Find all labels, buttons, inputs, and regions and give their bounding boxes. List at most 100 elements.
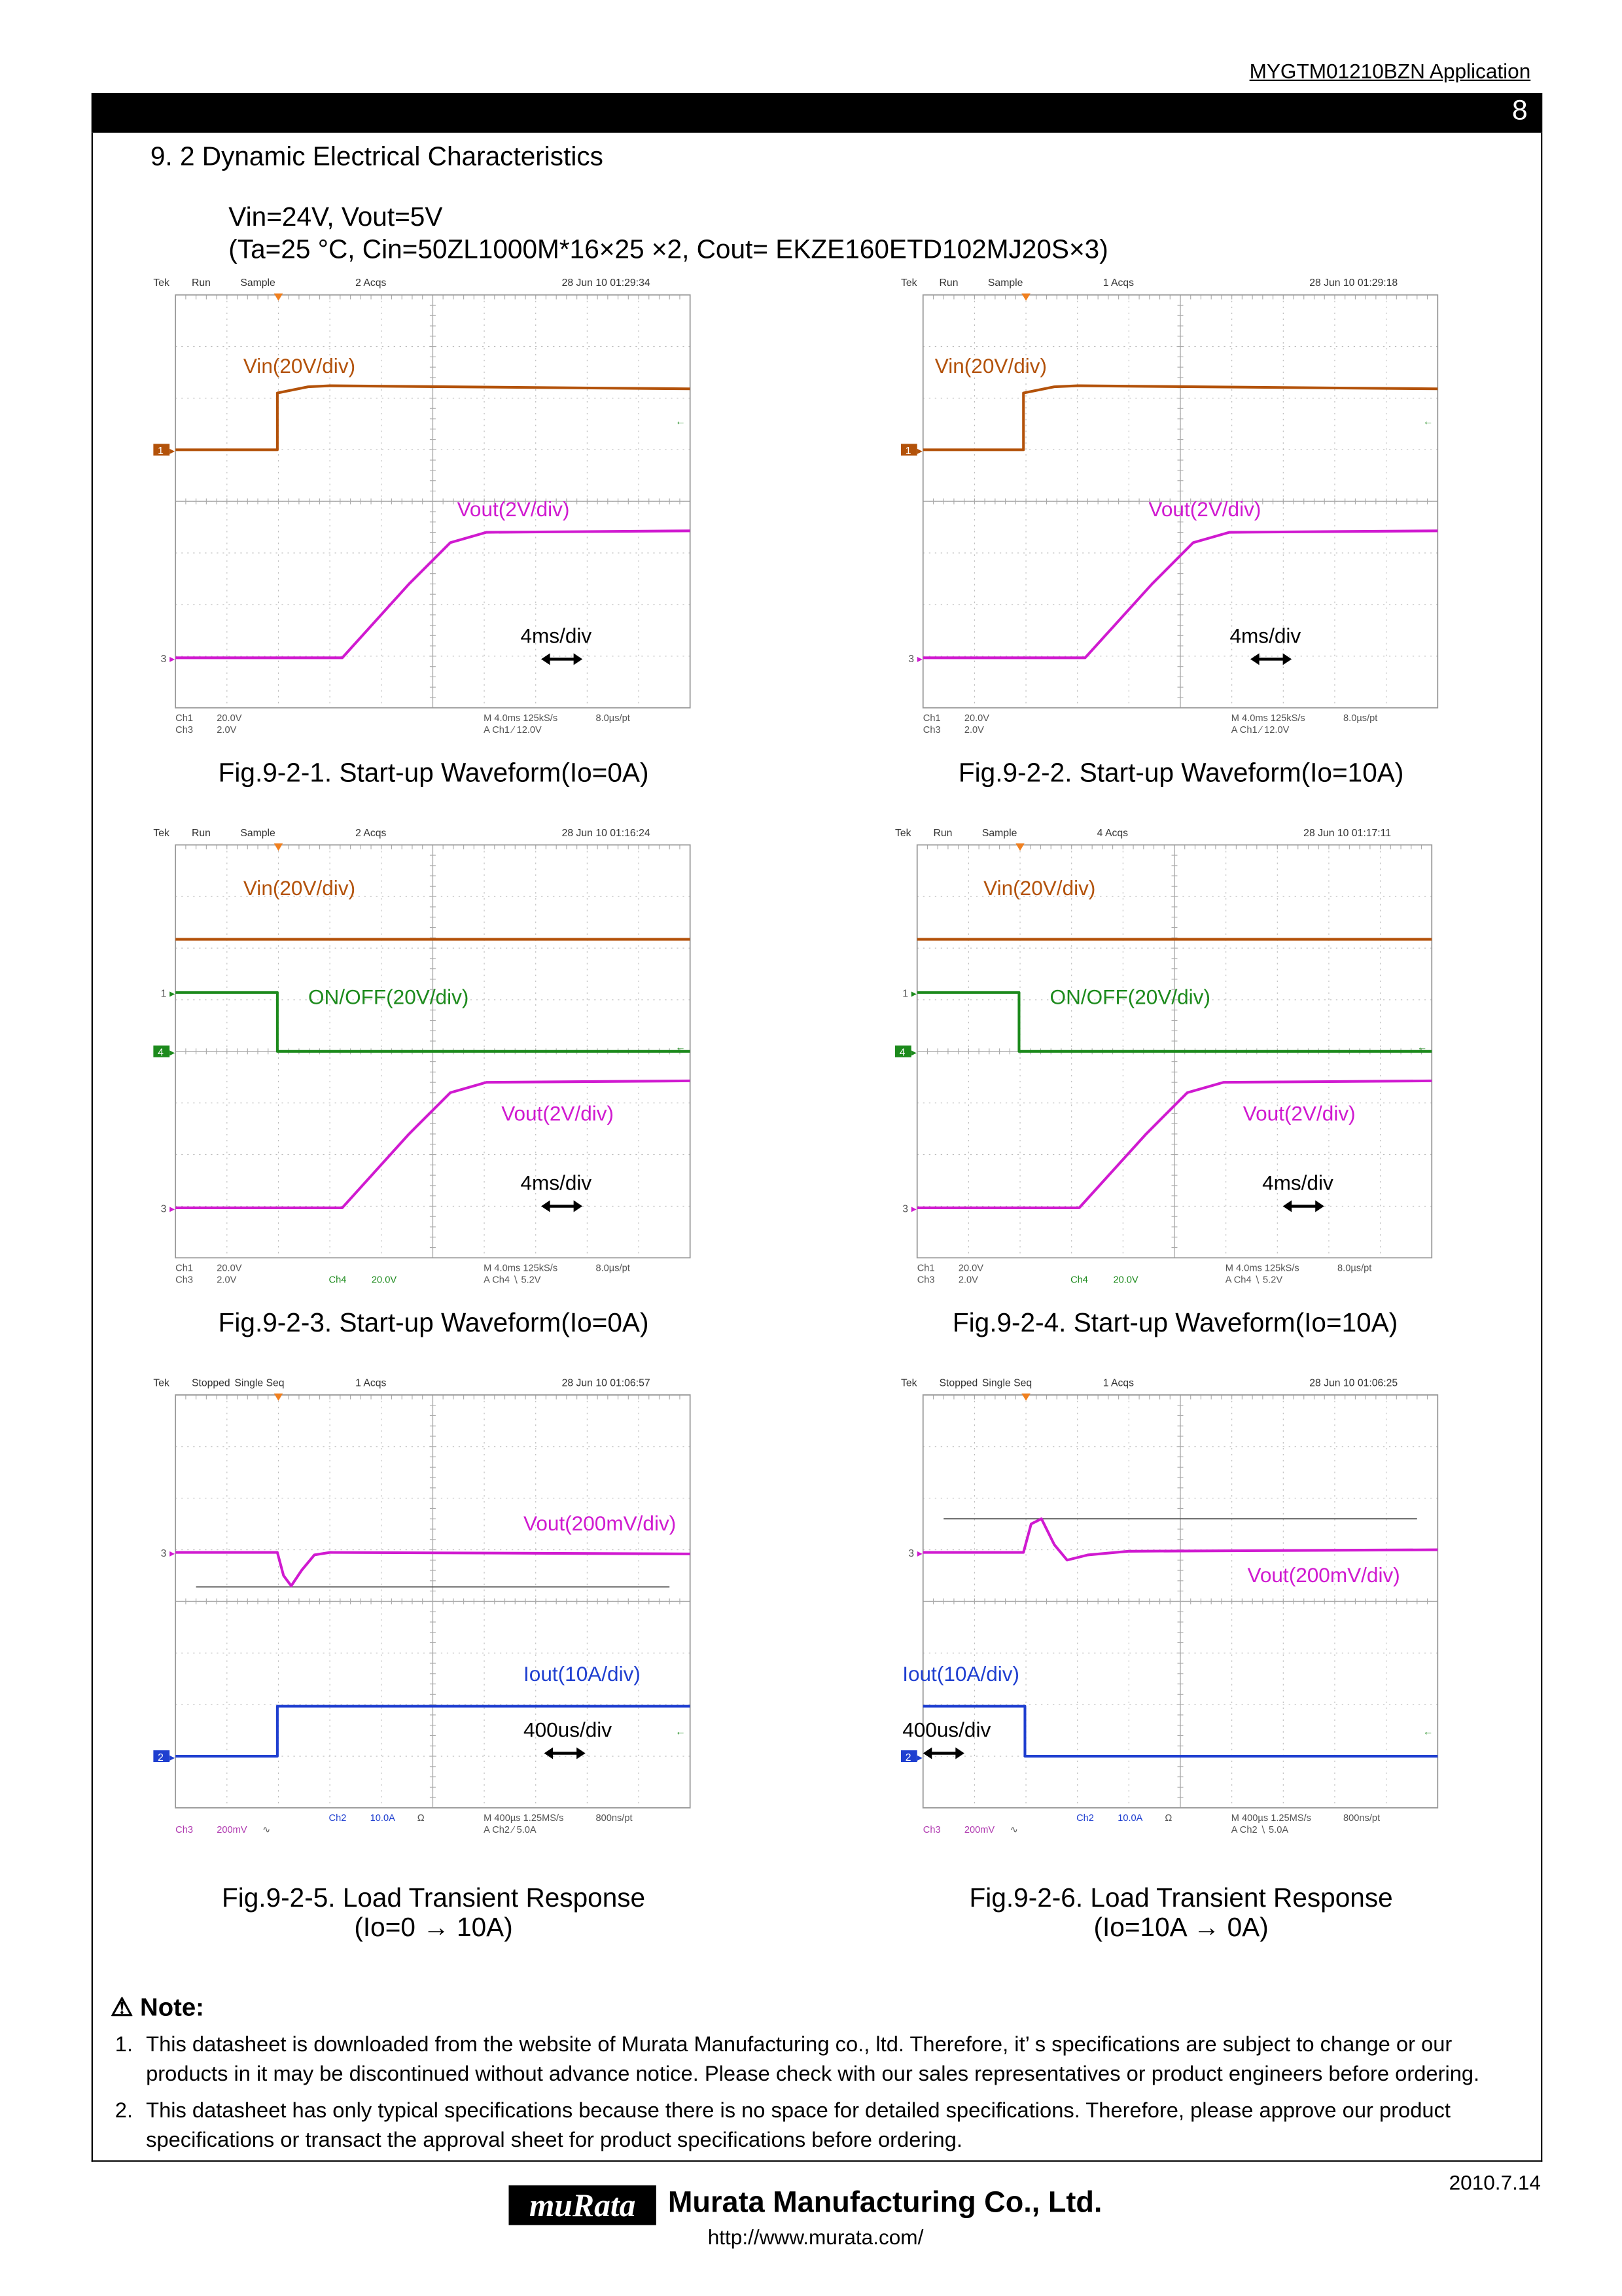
figure-caption-line: Fig.9-2-5. Load Transient Response xyxy=(221,1882,646,1913)
double-arrow-icon xyxy=(1250,653,1292,665)
frame-bottom xyxy=(91,2160,1543,2162)
trigger-level-icon: ← xyxy=(1423,1726,1434,1737)
figure-caption-line: (Io=10A → 0A) xyxy=(1093,1912,1269,1942)
waveform-trace xyxy=(175,991,690,1053)
figure-caption-line: Fig.9-2-2. Start-up Waveform(Io=10A) xyxy=(958,758,1404,788)
scope-readout: 20.0V xyxy=(959,1263,983,1274)
trigger-level-icon: ← xyxy=(675,1726,686,1737)
channel-marker-label: 3 xyxy=(908,1548,914,1559)
channel-marker-label: 1 xyxy=(158,446,164,457)
scope-readout: Ch1 xyxy=(175,713,193,724)
trace-label: Vout(2V/div) xyxy=(501,1102,614,1125)
note-number: 1. xyxy=(115,2033,133,2057)
scope-readout: 20.0V xyxy=(217,713,241,724)
channel-marker-label: 4 xyxy=(900,1048,906,1059)
note-number: 2. xyxy=(115,2100,133,2124)
double-arrow-icon xyxy=(923,1747,964,1759)
svg-text:▸: ▸ xyxy=(169,1548,175,1559)
scope-readout: A Ch1 ∕ 12.0V xyxy=(1231,725,1290,735)
scope-readout: 20.0V xyxy=(1113,1275,1138,1286)
svg-text:▸: ▸ xyxy=(911,1204,917,1215)
svg-text:▸: ▸ xyxy=(917,1752,923,1763)
scope-header-mode: Sample xyxy=(240,828,275,839)
channel-marker xyxy=(900,444,917,456)
trace-label: Vin(20V/div) xyxy=(243,354,355,378)
scope-readout: M 4.0ms 125kS/s xyxy=(1225,1263,1299,1274)
company-name: Murata Manufacturing Co., Ltd. xyxy=(667,2187,1102,2219)
trace-label: ON/OFF(20V/div) xyxy=(1050,985,1210,1009)
waveform-trace xyxy=(923,529,1438,660)
trace-label: Iout(10A/div) xyxy=(523,1662,641,1686)
note-item: 1. This datasheet is downloaded from the … xyxy=(115,2032,1530,2089)
trigger-position-icon xyxy=(1015,843,1025,851)
scope-readout: 8.0µs/pt xyxy=(1337,1263,1371,1274)
scope-readout: 20.0V xyxy=(964,713,989,724)
timebase-label: 4ms/div xyxy=(521,624,592,648)
svg-text:▸: ▸ xyxy=(169,989,175,1000)
figure-caption: Fig.9-2-1. Start-up Waveform(Io=0A) xyxy=(132,758,736,787)
scope-header-mode: Sample xyxy=(982,828,1017,839)
scope-header-mode: Sample xyxy=(240,277,275,289)
figure-caption: Fig.9-2-5. Load Transient Response (Io=0 … xyxy=(132,1883,736,1942)
channel-marker-label: 3 xyxy=(908,654,914,665)
timebase-label: 4ms/div xyxy=(1230,624,1301,648)
waveform-trace xyxy=(923,1517,1438,1562)
scope-readout: M 4.0ms 125kS/s xyxy=(484,1263,557,1274)
scope-readout: Ch3 xyxy=(175,725,193,735)
scope-header-tek: Tek xyxy=(895,828,911,839)
timebase-label: 4ms/div xyxy=(521,1171,592,1195)
channel-marker-label: 2 xyxy=(158,1752,164,1763)
murata-logo: muRata xyxy=(508,2185,656,2225)
timebase-label: 400us/div xyxy=(523,1718,612,1742)
scope-readout: Ch1 xyxy=(923,713,941,724)
trigger-position-icon xyxy=(273,293,283,301)
scope-header-tek: Tek xyxy=(901,277,917,289)
trace-label: Vout(2V/div) xyxy=(1243,1102,1356,1125)
trigger-level-icon: ← xyxy=(1417,1042,1428,1053)
scope-readout: Ch4 xyxy=(329,1275,347,1286)
scope-readout: Ch2 xyxy=(329,1813,347,1824)
oscilloscope-screenshot: ←1 ▸4 ▸3 ▸Tek Run Sample 4 Acqs 28 Jun 10 01:17… xyxy=(894,828,1433,1286)
scope-readout: A Ch2 ∕ 5.0A xyxy=(484,1825,537,1835)
channel-marker-label: 1 xyxy=(906,446,911,457)
channel-marker-label: 2 xyxy=(906,1752,911,1763)
trigger-level-icon: ← xyxy=(675,416,686,427)
figure-caption: Fig.9-2-3. Start-up Waveform(Io=0A) xyxy=(132,1308,736,1337)
scope-readout: ∿ xyxy=(1010,1825,1018,1835)
scope-readout: 10.0A xyxy=(1118,1813,1142,1824)
scope-readout: Ch3 xyxy=(175,1275,193,1286)
waveform-trace xyxy=(923,1704,1438,1758)
channel-marker-label: 1 xyxy=(161,989,167,1000)
scope-readout: Ch3 xyxy=(923,725,941,735)
company-url[interactable]: http://www.murata.com/ xyxy=(707,2225,924,2249)
figure-caption-line: Fig.9-2-4. Start-up Waveform(Io=10A) xyxy=(952,1307,1398,1338)
test-condition-2: (Ta=25 °C, Cin=50ZL1000M*16×25 ×2, Cout=… xyxy=(228,234,1108,264)
frame-right xyxy=(1541,132,1543,2162)
scope-readout: 200mV xyxy=(217,1825,247,1835)
double-arrow-icon xyxy=(541,653,583,665)
svg-text:▸: ▸ xyxy=(169,1204,175,1215)
waveform-trace xyxy=(175,1704,690,1758)
trace-label: ON/OFF(20V/div) xyxy=(308,985,468,1009)
trigger-position-icon xyxy=(1021,1393,1031,1401)
scope-header-tek: Tek xyxy=(153,277,169,289)
channel-marker-label: 3 xyxy=(161,1204,167,1215)
channel-marker-label: 3 xyxy=(902,1204,908,1215)
channel-marker xyxy=(894,1045,911,1057)
scope-readout: 8.0µs/pt xyxy=(1343,713,1377,724)
scope-header-acqs: 2 Acqs xyxy=(355,828,386,839)
scope-readout: A Ch1 ∕ 12.0V xyxy=(484,725,542,735)
scope-readout: Ch1 xyxy=(175,1263,193,1274)
trigger-level-icon: ← xyxy=(675,1042,686,1053)
oscilloscope-screenshot: ←3 ▸2 ▸Tek Stopped Single Seq 1 Acqs 28 Jun 10… xyxy=(900,1377,1439,1835)
trace-label: Vout(2V/div) xyxy=(457,497,570,521)
scope-readout: 2.0V xyxy=(217,1275,236,1286)
scope-readout: Ch2 xyxy=(1076,1813,1094,1824)
oscilloscope-screenshot: ←1 ▸3 ▸Tek Run Sample 2 Acqs 28 Jun 10 01:29:3… xyxy=(153,277,691,735)
page-number: 8 xyxy=(1511,96,1528,127)
scope-header-acqs: 1 Acqs xyxy=(355,1377,386,1388)
figure-caption-line: Fig.9-2-6. Load Transient Response xyxy=(969,1882,1393,1913)
scope-header-status: Run xyxy=(940,277,959,289)
scope-readout: Ch3 xyxy=(917,1275,935,1286)
trigger-position-icon xyxy=(273,843,283,851)
